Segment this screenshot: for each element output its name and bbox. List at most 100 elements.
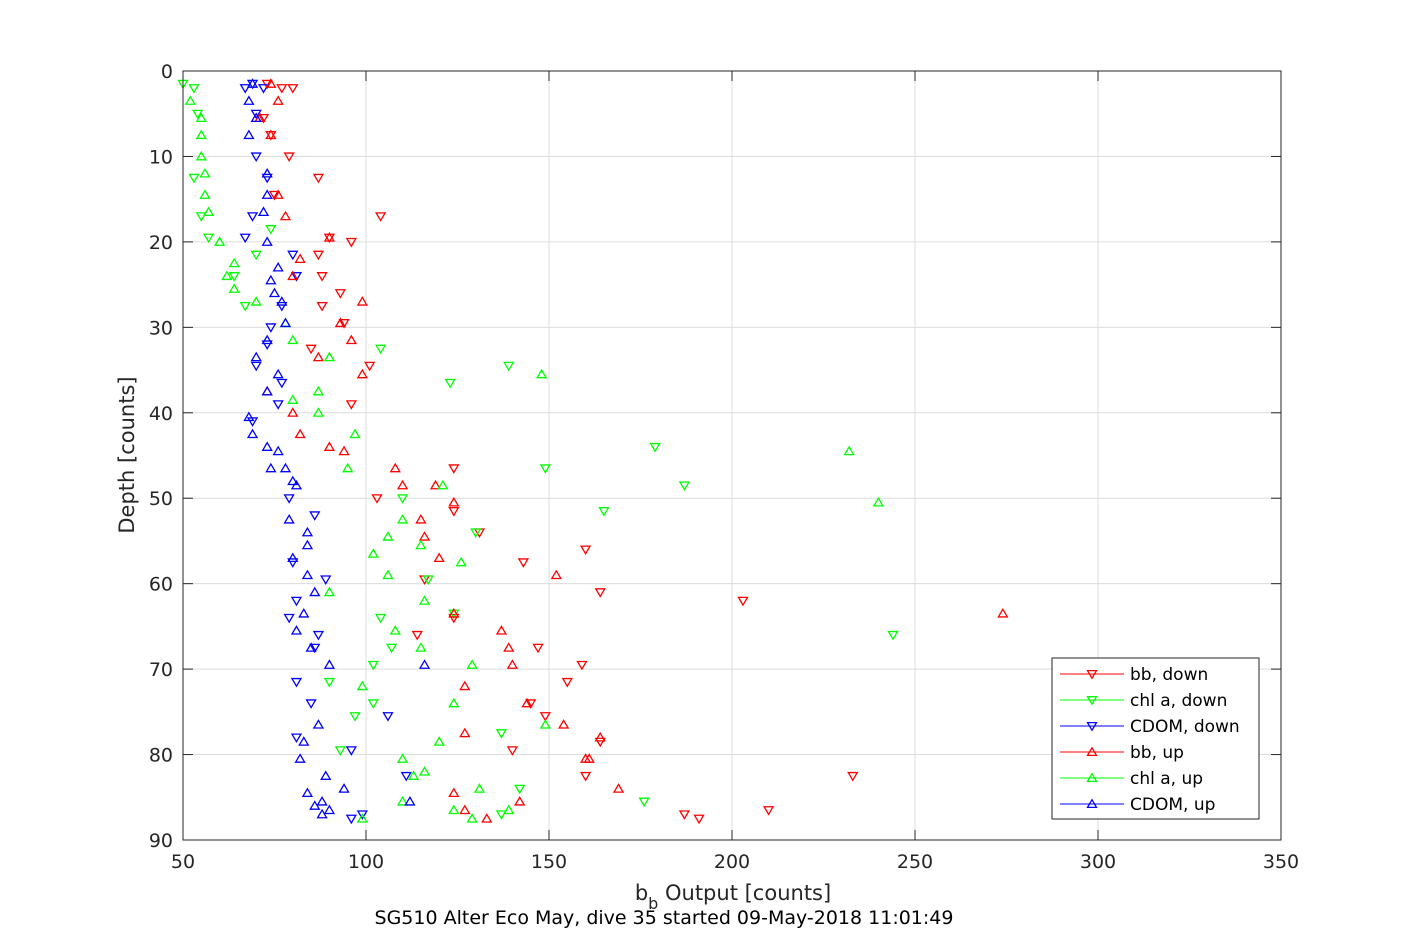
y-axis-label: Depth [counts]: [115, 376, 139, 533]
data-point: [525, 699, 537, 709]
data-point: [375, 212, 387, 222]
data-point: [290, 272, 303, 282]
data-point: [294, 428, 306, 439]
data-point: [276, 378, 288, 389]
data-point: [243, 411, 255, 422]
x-tick-label: 250: [897, 851, 933, 873]
data-point: [195, 150, 207, 161]
data-point: [268, 190, 281, 201]
data-point: [334, 746, 347, 756]
data-point: [261, 340, 273, 350]
data-point: [250, 152, 262, 163]
data-point: [459, 727, 471, 738]
data-point: [382, 712, 394, 722]
series-5: [243, 78, 431, 819]
data-point: [678, 810, 691, 820]
axis-ticks: 50 100 150 200 250 300 350 0 10 20 30 40 50 60 70 80 90: [149, 61, 1299, 873]
legend-marker: [1086, 721, 1098, 732]
data-point: [250, 361, 262, 372]
data-point: [437, 479, 449, 490]
data-point: [367, 660, 379, 671]
data-point: [312, 407, 325, 417]
data-point: [323, 441, 336, 451]
x-axis-label-main: b: [635, 881, 648, 905]
data-point: [221, 270, 233, 281]
data-point: [312, 250, 325, 261]
data-point: [356, 813, 368, 823]
data-point: [276, 296, 288, 306]
data-point: [514, 795, 526, 806]
legend-label: chl a, up: [1130, 769, 1203, 789]
data-point: [188, 84, 200, 94]
data-point: [415, 642, 427, 652]
data-point: [301, 539, 314, 550]
data-point: [396, 795, 409, 806]
data-point: [287, 558, 299, 568]
data-point: [448, 608, 460, 618]
series-2: [239, 79, 412, 825]
data-point: [579, 753, 592, 763]
data-point: [246, 428, 259, 439]
data-point: [503, 804, 515, 815]
data-point: [199, 167, 211, 178]
y-tick-label: 90: [149, 830, 173, 852]
data-point: [470, 528, 482, 538]
data-point: [334, 317, 347, 328]
data-point: [287, 84, 299, 94]
data-point: [239, 84, 251, 94]
data-point: [287, 250, 299, 261]
x-tick-label: 150: [531, 851, 567, 873]
data-point: [737, 596, 749, 607]
data-point: [265, 323, 277, 333]
data-point: [997, 608, 1009, 618]
data-point: [272, 95, 284, 105]
data-point: [356, 368, 368, 379]
data-point: [481, 813, 493, 823]
data-point: [579, 545, 592, 556]
data-point: [349, 712, 361, 722]
data-point: [517, 558, 530, 568]
legend-label: bb, down: [1130, 665, 1208, 685]
data-point: [459, 804, 471, 815]
y-tick-label: 0: [161, 61, 173, 83]
data-point: [257, 84, 270, 94]
x-axis-label: bb Output [counts]: [635, 881, 831, 913]
data-point: [514, 784, 526, 795]
data-point: [305, 642, 317, 652]
data-point: [184, 95, 196, 105]
data-point: [316, 301, 328, 312]
y-tick-label: 40: [149, 403, 173, 425]
x-axis-label-subscript: b: [648, 894, 658, 913]
data-point: [312, 630, 325, 641]
series-0: [257, 79, 859, 825]
data-point: [246, 212, 259, 222]
data-point: [400, 771, 412, 782]
data-point: [448, 507, 460, 517]
data-point: [495, 729, 508, 739]
data-point: [309, 586, 321, 597]
data-point: [418, 595, 431, 605]
data-point: [261, 173, 273, 184]
data-point: [309, 511, 321, 521]
data-point: [261, 236, 273, 246]
data-point: [375, 344, 387, 355]
data-point: [290, 625, 303, 635]
data-point: [444, 378, 456, 389]
data-point: [202, 206, 215, 217]
data-point: [265, 225, 277, 235]
data-point: [847, 771, 859, 782]
data-point: [287, 394, 299, 404]
data-point: [521, 697, 533, 708]
data-point: [349, 428, 361, 439]
x-tick-label: 100: [348, 851, 384, 873]
data-point: [265, 129, 277, 140]
data-point: [536, 368, 548, 379]
y-tick-label: 80: [149, 745, 173, 767]
data-point: [495, 625, 508, 635]
data-point: [294, 753, 306, 763]
data-point: [338, 319, 350, 329]
y-tick-label: 10: [149, 146, 173, 168]
data-point: [272, 368, 284, 379]
legend-marker: [1086, 772, 1098, 783]
data-point: [195, 112, 207, 123]
